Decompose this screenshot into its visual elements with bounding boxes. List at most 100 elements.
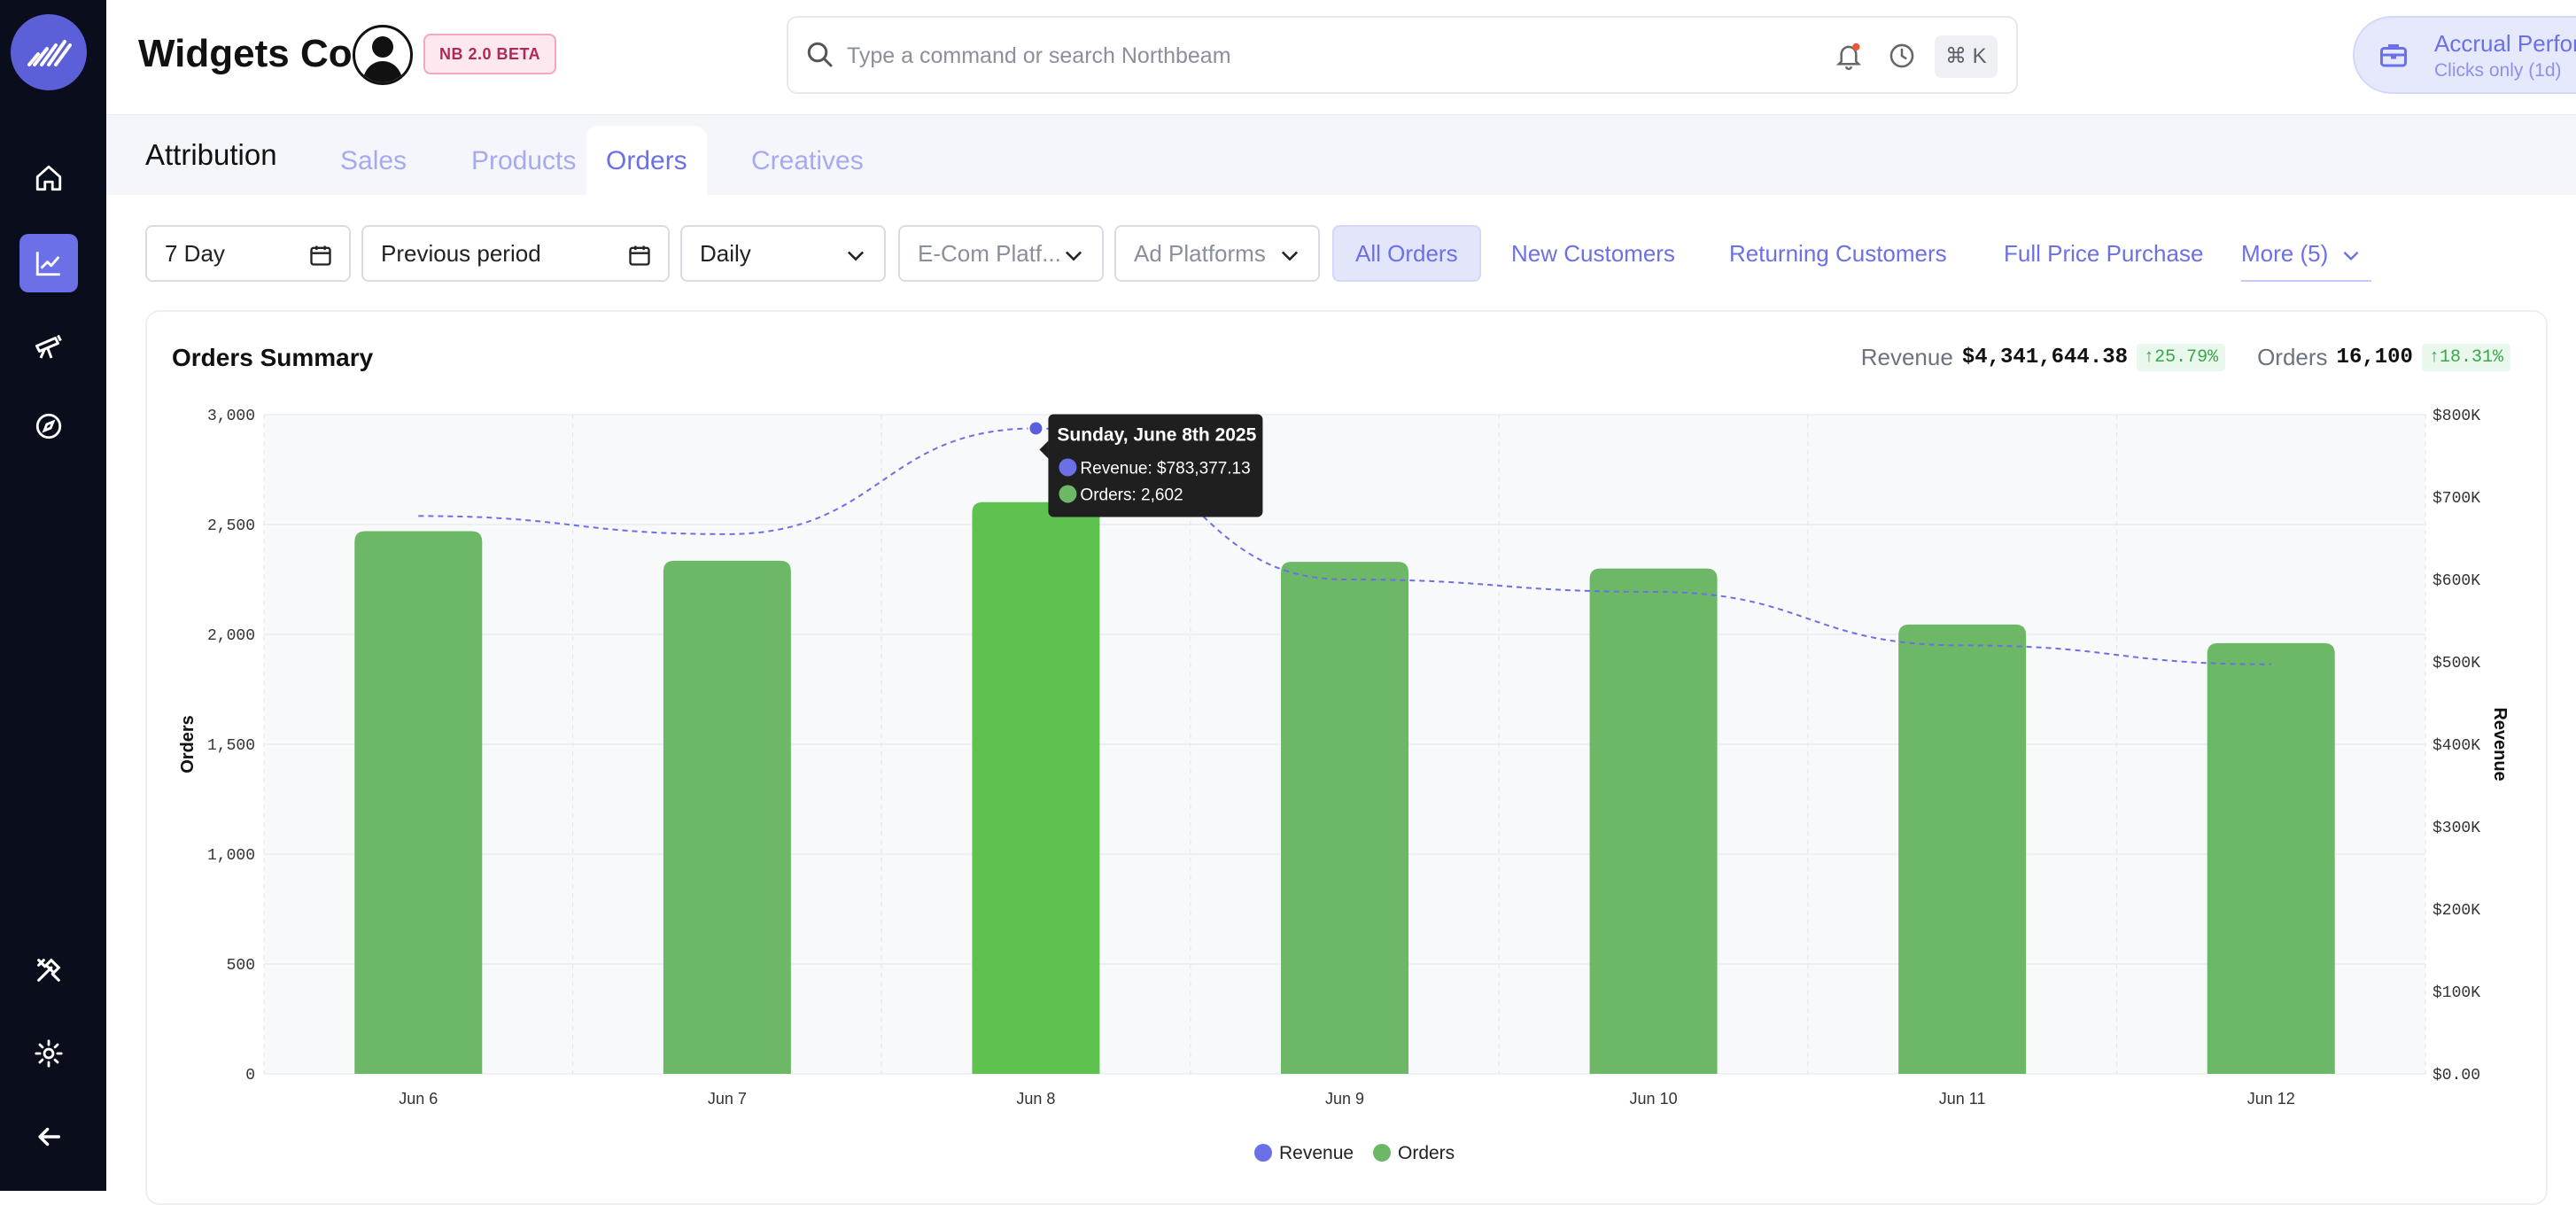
y2-tick-label: $0.00 [2432, 1067, 2480, 1084]
more-segments-button[interactable]: More (5) [2241, 225, 2372, 282]
tab-orders[interactable]: Orders [586, 126, 707, 195]
orders-bar [663, 560, 791, 1074]
orders-change: 18.31% [2439, 347, 2503, 368]
orders-bar [1898, 624, 2027, 1074]
logo-mark-icon [27, 40, 72, 66]
tooltip-box [1048, 414, 1263, 517]
orders-bar [354, 531, 483, 1074]
tab-sales[interactable]: Sales [340, 146, 407, 175]
top-bar: Widgets Co NB 2.0 BETA ⌘ K Accrual Perfo… [106, 0, 2576, 115]
beta-badge: NB 2.0 BETA [423, 34, 557, 74]
compass-icon [35, 413, 62, 439]
telescope-icon [35, 334, 62, 359]
account-switcher[interactable]: Accrual Performance Clicks only (1d) [2353, 16, 2576, 94]
sidebar [0, 0, 106, 1191]
chart-tooltip: Sunday, June 8th 2025 Revenue: $783,377.1… [1039, 414, 1263, 517]
period-picker[interactable]: 7 Day [145, 225, 351, 282]
tab-products[interactable]: Products [471, 146, 577, 175]
tab-creatives[interactable]: Creatives [751, 146, 864, 175]
segment-full-price-purchase[interactable]: Full Price Purchase [2004, 240, 2204, 267]
northbeam-logo[interactable] [11, 14, 87, 90]
calendar-icon [310, 245, 331, 266]
y2-axis-title: Revenue [2490, 707, 2510, 781]
x-tick-label: Jun 11 [1939, 1090, 1986, 1108]
orders-chart: 0 500 1,000 1,500 2,000 2,500 3,000 $0.00 $100K $… [178, 408, 2510, 1163]
user-silhouette-icon [362, 36, 403, 82]
chevron-down-icon [847, 251, 865, 261]
y2-tick-label: $500K [2432, 655, 2480, 672]
x-tick-label: Jun 6 [399, 1090, 438, 1108]
account-subtitle: Clicks only (1d) [2434, 60, 2562, 81]
segment-new-customers[interactable]: New Customers [1511, 240, 1675, 267]
revenue-highlight-point [1028, 420, 1044, 437]
y-tick-label: 2,000 [207, 627, 255, 645]
history-clock-icon[interactable] [1887, 41, 1917, 71]
nav-analytics[interactable] [19, 234, 78, 292]
home-icon [35, 165, 62, 191]
y2-tick-label: $800K [2432, 408, 2480, 425]
orders-bar [972, 501, 1100, 1074]
account-title: Accrual Performance [2434, 30, 2576, 57]
y-tick-label: 500 [227, 957, 255, 975]
briefcase-icon [2380, 44, 2407, 67]
x-tick-label: Jun 9 [1325, 1090, 1364, 1108]
legend-swatch [1254, 1144, 1272, 1162]
y2-tick-label: $100K [2432, 984, 2480, 1002]
chevron-down-icon [1065, 251, 1082, 261]
y-tick-label: 3,000 [207, 408, 255, 425]
tooltip-arrow [1039, 440, 1049, 459]
orders-change-badge: ↑18.31% [2421, 344, 2510, 371]
y-tick-label: 1,000 [207, 847, 255, 865]
revenue-change: 25.79% [2154, 347, 2219, 368]
summary-metrics: Revenue $4,341,644.38 ↑25.79% Orders 16,… [1861, 344, 2510, 371]
y2-tick-label: $700K [2432, 490, 2480, 508]
calendar-icon [629, 245, 650, 266]
compare-value: Previous period [381, 240, 541, 267]
y2-tick-label: $600K [2432, 572, 2480, 590]
segment-all-orders[interactable]: All Orders [1332, 225, 1481, 282]
search-input[interactable] [847, 35, 1733, 76]
segment-returning-customers[interactable]: Returning Customers [1729, 240, 1947, 267]
ecom-platform-select[interactable]: E-Com Platf... [898, 225, 1104, 282]
orders-bar [1589, 568, 1718, 1074]
bell-icon[interactable] [1834, 41, 1864, 73]
command-search[interactable]: ⌘ K [787, 16, 2018, 94]
period-value: 7 Day [165, 240, 225, 267]
gear-icon [35, 1039, 63, 1068]
tooltip-revenue: Revenue: $783,377.13 [1080, 459, 1250, 478]
ad-platforms-select[interactable]: Ad Platforms [1114, 225, 1320, 282]
y2-tick-label: $400K [2432, 737, 2480, 755]
ad-platforms-value: Ad Platforms [1134, 240, 1266, 267]
y2-tick-label: $300K [2432, 820, 2480, 837]
more-label: More (5) [2241, 240, 2329, 267]
orders-bar [1281, 562, 1408, 1074]
nav-settings[interactable] [19, 1024, 78, 1083]
line-chart-icon [35, 252, 60, 276]
legend-label: Revenue [1279, 1143, 1354, 1163]
nav-logout[interactable] [19, 1108, 78, 1166]
x-tick-label: Jun 10 [1630, 1090, 1678, 1108]
y-tick-label: 1,500 [207, 737, 255, 755]
tab-bar: Attribution Sales Products Orders Creati… [106, 115, 2576, 195]
avatar[interactable] [353, 25, 413, 85]
section-title: Attribution [145, 138, 277, 171]
revenue-value: $4,341,644.38 [1961, 346, 2129, 369]
chevron-down-icon [2344, 252, 2359, 261]
compare-picker[interactable]: Previous period [361, 225, 670, 282]
x-tick-label: Jun 12 [2247, 1090, 2295, 1108]
y-axis-title: Orders [178, 715, 198, 774]
legend-label: Orders [1398, 1143, 1455, 1163]
nav-tools[interactable] [19, 941, 78, 999]
orders-value: 16,100 [2336, 346, 2413, 369]
search-icon [807, 42, 833, 67]
nav-explore[interactable] [19, 315, 78, 374]
tooltip-revenue-swatch [1059, 458, 1077, 477]
y2-tick-label: $200K [2432, 902, 2480, 920]
nav-discover[interactable] [19, 397, 78, 455]
nav-home[interactable] [19, 149, 78, 207]
tooltip-orders: Orders: 2,602 [1080, 486, 1183, 504]
granularity-value: Daily [700, 240, 751, 267]
granularity-select[interactable]: Daily [680, 225, 886, 282]
ecom-platform-value: E-Com Platf... [918, 240, 1061, 267]
tools-icon [37, 958, 61, 982]
